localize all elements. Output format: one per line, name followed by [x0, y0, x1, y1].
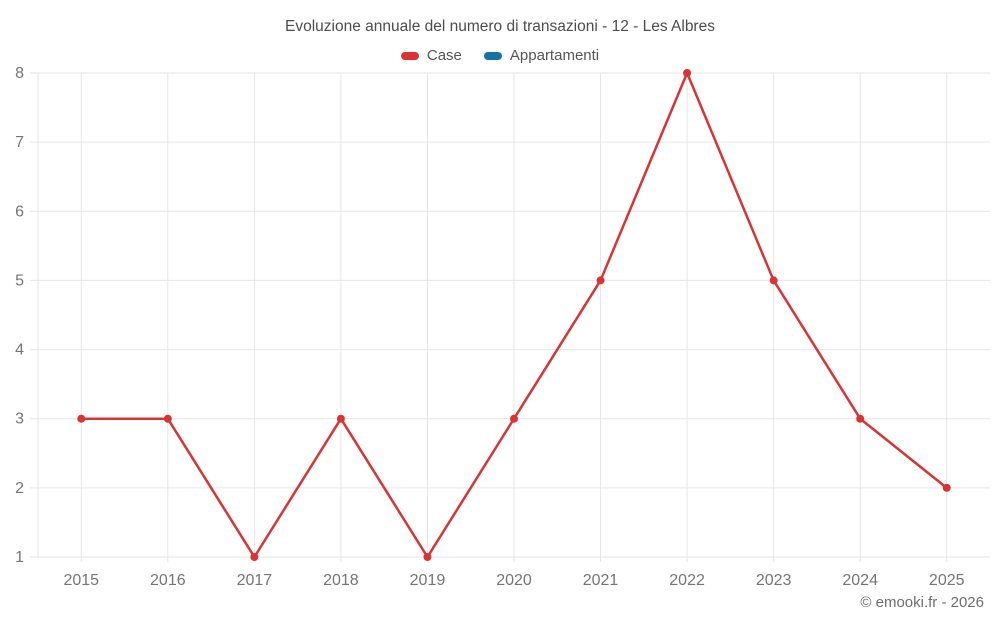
y-axis-tick-label: 6	[15, 203, 24, 220]
appartamenti-series-swatch-icon	[483, 51, 502, 60]
x-axis-tick-label: 2019	[410, 572, 446, 589]
legend-item-appartamenti[interactable]: Appartamenti	[483, 47, 600, 64]
x-axis-tick-label: 2023	[756, 572, 792, 589]
data-point-marker[interactable]	[856, 414, 865, 423]
legend-item-case[interactable]: Case	[400, 47, 462, 64]
data-point-marker[interactable]	[250, 553, 259, 561]
y-axis-tick-label: 4	[15, 342, 24, 359]
x-axis-tick-label: 2017	[237, 572, 273, 589]
data-point-marker[interactable]	[336, 414, 345, 423]
data-point-marker[interactable]	[510, 414, 518, 423]
data-point-marker[interactable]	[683, 69, 692, 77]
x-axis-tick-label: 2022	[669, 572, 705, 589]
y-axis-tick-label: 8	[15, 65, 24, 82]
data-point-marker[interactable]	[942, 483, 951, 492]
case-series-swatch-icon	[400, 51, 419, 60]
watermark: © emooki.fr - 2026	[860, 594, 984, 611]
x-axis-tick-label: 2016	[150, 572, 186, 589]
legend: Case Appartamenti	[0, 47, 1000, 64]
y-axis-tick-label: 7	[15, 134, 24, 151]
x-axis-tick-label: 2025	[929, 572, 965, 589]
data-point-marker[interactable]	[769, 276, 778, 285]
y-axis-tick-label: 5	[15, 272, 24, 289]
x-axis-tick-label: 2015	[63, 572, 99, 589]
legend-label-case: Case	[426, 47, 462, 64]
y-axis-tick-label: 3	[15, 411, 24, 428]
data-point-marker[interactable]	[423, 553, 432, 561]
x-axis-tick-label: 2021	[583, 572, 619, 589]
data-point-marker[interactable]	[163, 414, 172, 423]
x-axis-tick-label: 2020	[496, 572, 532, 589]
y-axis-tick-label: 2	[15, 480, 24, 497]
y-axis-tick-label: 1	[15, 549, 24, 566]
data-point-marker[interactable]	[77, 414, 86, 423]
chart-title: Evoluzione annuale del numero di transaz…	[285, 18, 715, 35]
data-point-marker[interactable]	[596, 276, 605, 285]
x-axis-tick-label: 2018	[323, 572, 359, 589]
legend-label-appartamenti: Appartamenti	[509, 47, 600, 64]
x-axis-tick-label: 2024	[842, 572, 878, 589]
